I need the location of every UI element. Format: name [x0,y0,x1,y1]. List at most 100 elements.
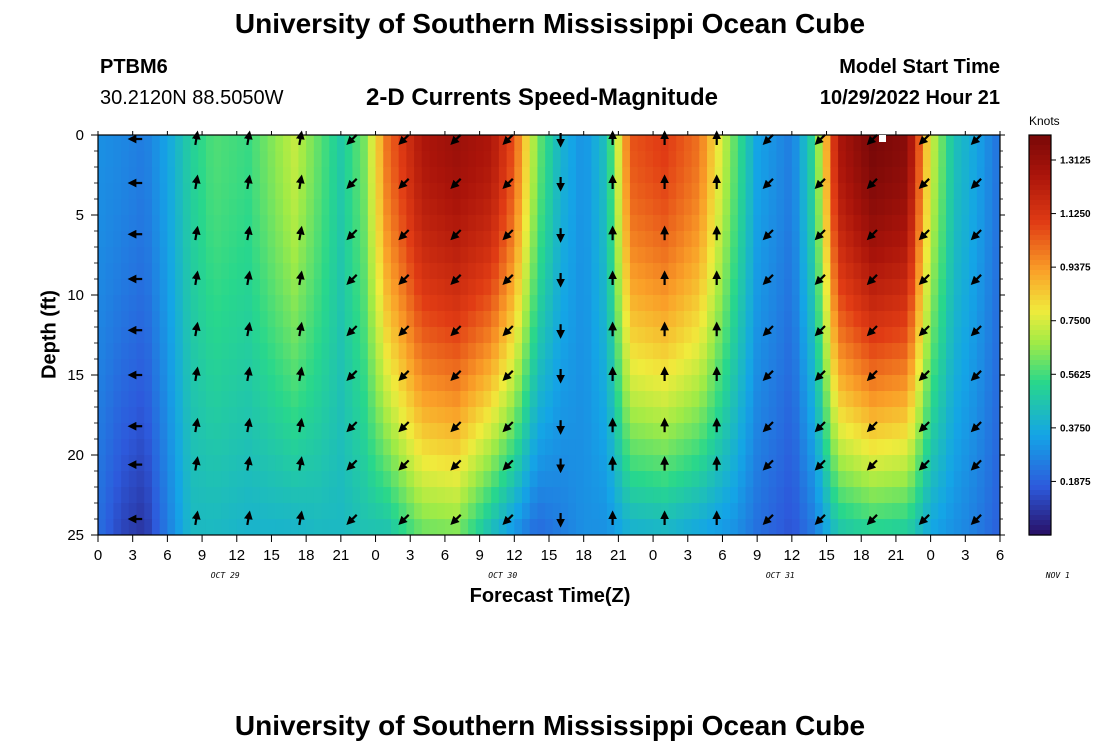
heatmap-cell [961,327,970,344]
heatmap-cell [205,423,215,440]
heatmap-cell [105,135,115,152]
heatmap-cell [791,167,801,184]
heatmap-cell [175,503,184,520]
heatmap-cell [421,519,431,535]
heatmap-cell [367,407,377,424]
heatmap-cell [853,311,862,328]
heatmap-cell [637,407,646,424]
heatmap-cell [167,151,176,168]
heatmap-cell [383,375,392,392]
heatmap-cell [838,455,847,472]
current-arrow [450,134,462,146]
colorbar-segment [1029,500,1051,506]
heatmap-cell [213,183,222,200]
heatmap-cell [344,359,354,376]
heatmap-cell [398,311,407,328]
heatmap-cell [653,199,662,216]
heatmap-cell [653,263,662,280]
heatmap-cell [144,503,153,520]
heatmap-cell [938,439,947,456]
heatmap-cell [437,247,446,264]
heatmap-cell [336,183,346,200]
heatmap-cell [344,247,354,264]
heatmap-cell [822,327,831,344]
heatmap-cell [360,375,369,392]
heatmap-cell [545,487,554,504]
heatmap-cell [491,295,500,312]
heatmap-cell [460,135,469,152]
heatmap-cell [483,343,492,360]
heatmap-cell [390,487,400,504]
heatmap-cell [606,423,616,440]
heatmap-cell [668,327,677,344]
heatmap-cell [853,343,862,360]
heatmap-cell [838,487,847,504]
heatmap-cell [899,311,909,328]
heatmap-cell [568,455,577,472]
heatmap-cell [298,487,307,504]
heatmap-cell [938,343,947,360]
heatmap-cell [483,247,492,264]
heatmap-cell [267,423,276,440]
heatmap-cell [221,135,230,152]
heatmap-cell [622,455,631,472]
heatmap-cell [390,247,400,264]
heatmap-cell [884,503,893,520]
heatmap-cell [745,135,754,152]
heatmap-cell [514,151,523,168]
heatmap-cell [213,199,222,216]
heatmap-cell [167,279,176,296]
heatmap-cell [614,487,623,504]
heatmap-cell [984,503,993,520]
heatmap-cell [475,135,485,152]
heatmap-cell [128,375,138,392]
heatmap-cell [121,455,130,472]
heatmap-cell [637,183,646,200]
heatmap-cell [290,263,300,280]
heatmap-cell [313,215,323,232]
heatmap-cell [622,295,631,312]
heatmap-cell [437,503,446,520]
heatmap-cell [668,391,677,408]
heatmap-cell [730,487,739,504]
heatmap-cell [491,151,500,168]
heatmap-cell [128,487,138,504]
heatmap-cell [614,519,623,535]
heatmap-cell [259,215,269,232]
heatmap-cell [791,295,801,312]
heatmap-cell [946,439,955,456]
heatmap-cell [776,199,785,216]
heatmap-cell [336,231,346,248]
colorbar-segment [1029,490,1051,496]
date-label: OCT 29 [211,571,240,580]
heatmap-cell [421,471,431,488]
heatmap-cell [498,135,508,152]
heatmap-cell [922,167,932,184]
heatmap-cell [144,359,153,376]
heatmap-cell [452,519,461,535]
heatmap-cell [707,215,716,232]
heatmap-cell [976,295,986,312]
heatmap-cell [737,151,747,168]
heatmap-cell [784,423,793,440]
heatmap-cell [876,327,885,344]
heatmap-cell [136,407,145,424]
heatmap-cell [822,375,831,392]
current-arrow [398,274,410,286]
heatmap-cell [198,327,207,344]
heatmap-cell [236,167,246,184]
heatmap-cell [444,151,454,168]
heatmap-cell [105,167,115,184]
heatmap-cell [599,503,608,520]
heatmap-cell [475,407,485,424]
heatmap-cell [560,487,569,504]
heatmap-cell [298,279,307,296]
heatmap-cell [336,471,346,488]
current-arrow [970,229,982,241]
current-arrow [502,325,514,337]
colorbar-segment [1029,410,1051,416]
heatmap-cell [930,455,939,472]
heatmap-cell [629,375,639,392]
heatmap-cell [360,183,369,200]
heatmap-cell [992,455,1000,472]
